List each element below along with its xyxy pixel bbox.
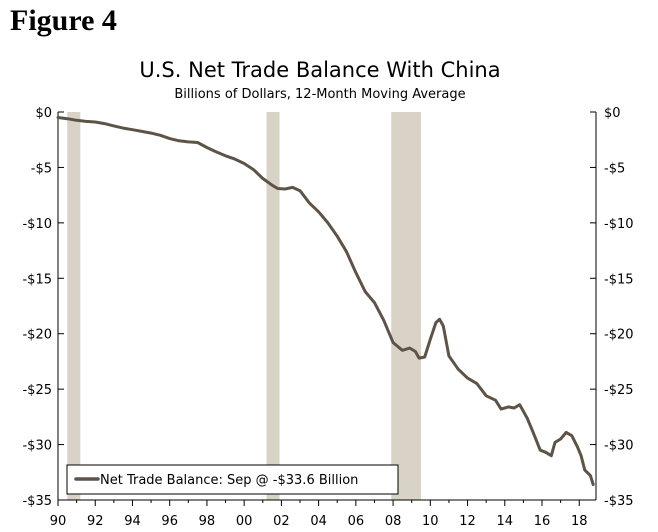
x-tick-label: 14: [497, 514, 514, 529]
left-y-tick-label: -$35: [22, 494, 52, 509]
x-axis-ticks: 90 92 94 96 98 00 02 04 06 08 10 12 14 16 18: [50, 500, 588, 529]
axes: [57, 112, 597, 501]
right-y-tick-label: -$30: [604, 439, 634, 454]
x-tick-label: 16: [534, 514, 551, 529]
right-y-tick-label: -$5: [604, 161, 625, 176]
x-tick-label: 08: [385, 514, 402, 529]
right-y-tick-label: -$10: [604, 217, 634, 232]
x-tick-label: 02: [273, 514, 290, 529]
legend-box: [66, 464, 399, 495]
x-tick-label: 18: [571, 514, 588, 529]
right-y-axis-ticks: $0 -$5 -$10 -$15 -$20 -$25 -$30 -$35: [590, 106, 634, 509]
recession-shading-layer: [67, 112, 422, 500]
figure-label: Figure 4: [10, 4, 117, 37]
legend-label: Net Trade Balance: Sep @ -$33.6 Billion: [100, 473, 358, 488]
right-y-tick-label: -$15: [604, 272, 634, 287]
x-tick-label: 06: [348, 514, 365, 529]
x-tick-label: 92: [87, 514, 104, 529]
left-y-tick-label: -$15: [22, 272, 52, 287]
left-y-tick-label: -$10: [22, 217, 52, 232]
left-y-tick-label: -$20: [22, 328, 52, 343]
x-tick-label: 12: [459, 514, 476, 529]
right-y-tick-label: $0: [604, 106, 621, 121]
chart-subtitle: Billions of Dollars, 12-Month Moving Ave…: [174, 87, 466, 102]
series-layer: [56, 116, 595, 486]
x-tick-label: 96: [161, 514, 178, 529]
left-y-tick-label: -$30: [22, 439, 52, 454]
left-y-axis-ticks: $0 -$5 -$10 -$15 -$20 -$25 -$30 -$35: [22, 106, 64, 509]
x-tick-label: 10: [422, 514, 439, 529]
chart-title: U.S. Net Trade Balance With China: [139, 58, 501, 82]
right-y-tick-label: -$35: [604, 494, 634, 509]
right-y-tick-label: -$20: [604, 328, 634, 343]
x-tick-label: 90: [50, 514, 67, 529]
left-y-tick-label: -$25: [22, 383, 52, 398]
right-y-tick-label: -$25: [604, 383, 634, 398]
x-tick-label: 98: [199, 514, 216, 529]
x-tick-label: 04: [310, 514, 327, 529]
recession-band-2: [266, 112, 280, 500]
x-tick-label: 94: [124, 514, 141, 529]
recession-band-3: [391, 112, 422, 500]
legend: Net Trade Balance: Sep @ -$33.6 Billion: [66, 464, 399, 495]
x-tick-label: 00: [236, 514, 253, 529]
left-y-tick-label: $0: [35, 106, 52, 121]
left-y-tick-label: -$5: [31, 161, 52, 176]
recession-band-1: [67, 112, 81, 500]
series-line-net-trade-balance: [56, 116, 595, 486]
